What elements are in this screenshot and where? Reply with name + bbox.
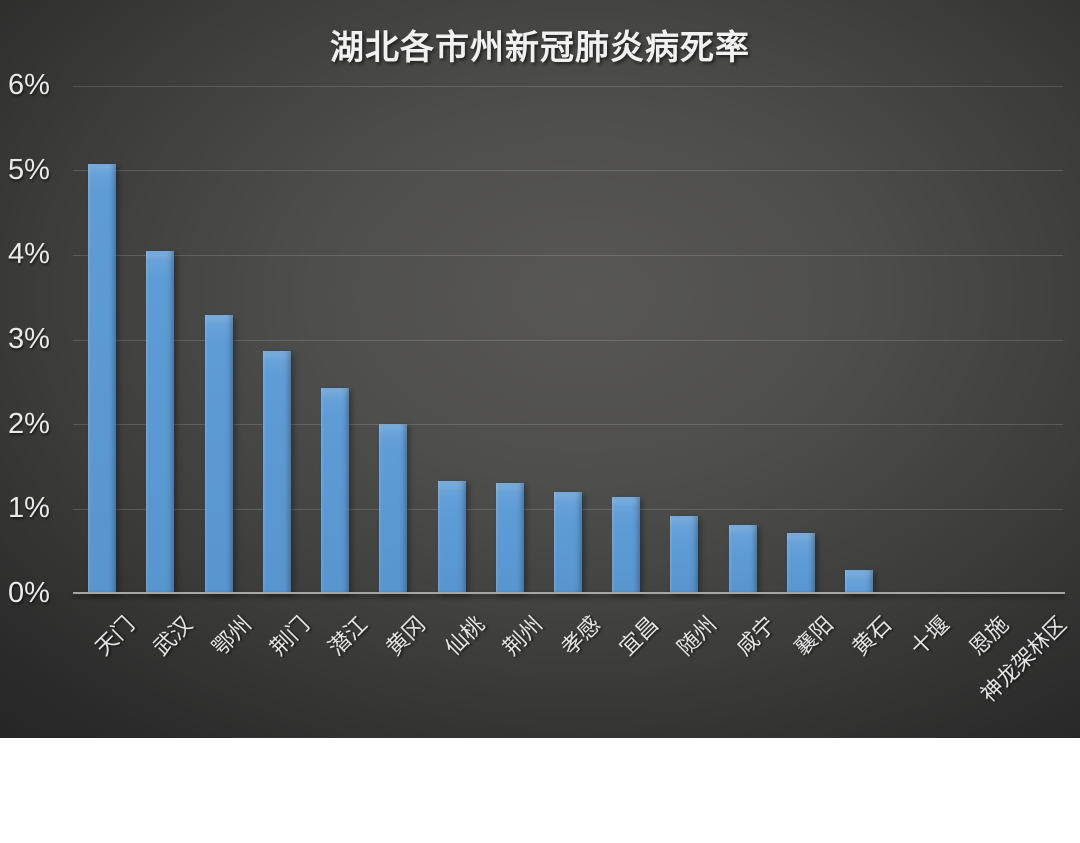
bar-孝感 bbox=[554, 492, 582, 594]
bar-武汉 bbox=[146, 251, 175, 594]
y-tick-label-2%: 2% bbox=[8, 407, 50, 440]
chart-canvas: 湖北各市州新冠肺炎病死率 0% 1% 2% 3% 4% 5% 6% 天门 武汉 鄂州 荆门 潜江 黄冈仙… bbox=[0, 0, 1080, 738]
gridline-6% bbox=[73, 85, 1063, 87]
bar-咸宁 bbox=[728, 525, 757, 594]
y-tick-label-1%: 1% bbox=[8, 492, 50, 525]
bar-鄂州 bbox=[204, 314, 233, 594]
gridline-2% bbox=[73, 424, 1063, 426]
bar-仙桃 bbox=[437, 481, 466, 594]
y-tick-label-5%: 5% bbox=[8, 153, 50, 186]
y-tick-label-0%: 0% bbox=[8, 576, 50, 609]
y-tick-label-3%: 3% bbox=[8, 322, 50, 355]
bar-荆门 bbox=[262, 351, 291, 594]
gridline-4% bbox=[73, 254, 1063, 256]
bar-荆州 bbox=[495, 483, 524, 594]
x-axis-line bbox=[73, 592, 1065, 594]
bar-潜江 bbox=[321, 388, 350, 594]
bar-黄冈 bbox=[379, 423, 408, 594]
bar-天门 bbox=[88, 163, 117, 594]
y-tick-label-4%: 4% bbox=[8, 238, 50, 271]
bar-宜昌 bbox=[612, 497, 641, 594]
gridline-3% bbox=[73, 339, 1063, 341]
chart-title: 湖北各市州新冠肺炎病死率 bbox=[330, 29, 750, 67]
bar-黄石 bbox=[845, 570, 874, 594]
y-tick-label-6%: 6% bbox=[8, 68, 50, 101]
bar-襄阳 bbox=[786, 533, 815, 594]
bar-随州 bbox=[670, 516, 699, 594]
gridline-5% bbox=[73, 170, 1063, 172]
